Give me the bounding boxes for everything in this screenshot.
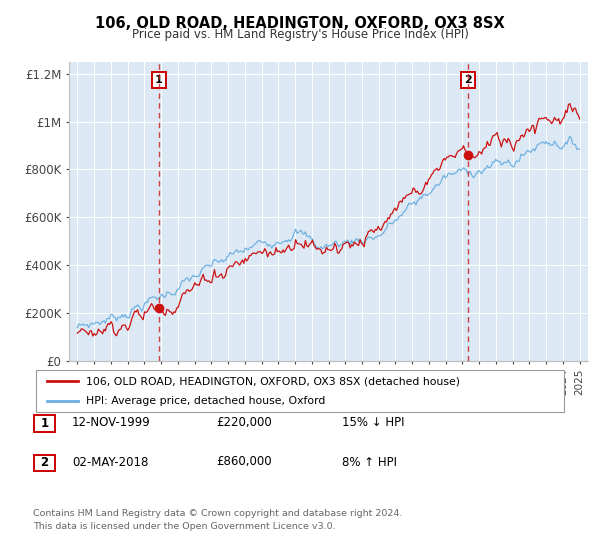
Text: 106, OLD ROAD, HEADINGTON, OXFORD, OX3 8SX (detached house): 106, OLD ROAD, HEADINGTON, OXFORD, OX3 8… [86, 376, 460, 386]
Text: £860,000: £860,000 [216, 455, 272, 469]
Text: 12-NOV-1999: 12-NOV-1999 [72, 416, 151, 430]
Text: 8% ↑ HPI: 8% ↑ HPI [342, 455, 397, 469]
Text: 2: 2 [40, 456, 49, 469]
Text: HPI: Average price, detached house, Oxford: HPI: Average price, detached house, Oxfo… [86, 396, 326, 406]
Text: 15% ↓ HPI: 15% ↓ HPI [342, 416, 404, 430]
Text: 02-MAY-2018: 02-MAY-2018 [72, 455, 148, 469]
Text: 106, OLD ROAD, HEADINGTON, OXFORD, OX3 8SX: 106, OLD ROAD, HEADINGTON, OXFORD, OX3 8… [95, 16, 505, 31]
Text: 1: 1 [155, 75, 163, 85]
Text: 1: 1 [40, 417, 49, 430]
Text: Contains HM Land Registry data © Crown copyright and database right 2024.: Contains HM Land Registry data © Crown c… [33, 509, 403, 518]
Text: Price paid vs. HM Land Registry's House Price Index (HPI): Price paid vs. HM Land Registry's House … [131, 28, 469, 41]
Text: £220,000: £220,000 [216, 416, 272, 430]
Text: 2: 2 [464, 75, 472, 85]
Text: This data is licensed under the Open Government Licence v3.0.: This data is licensed under the Open Gov… [33, 522, 335, 531]
